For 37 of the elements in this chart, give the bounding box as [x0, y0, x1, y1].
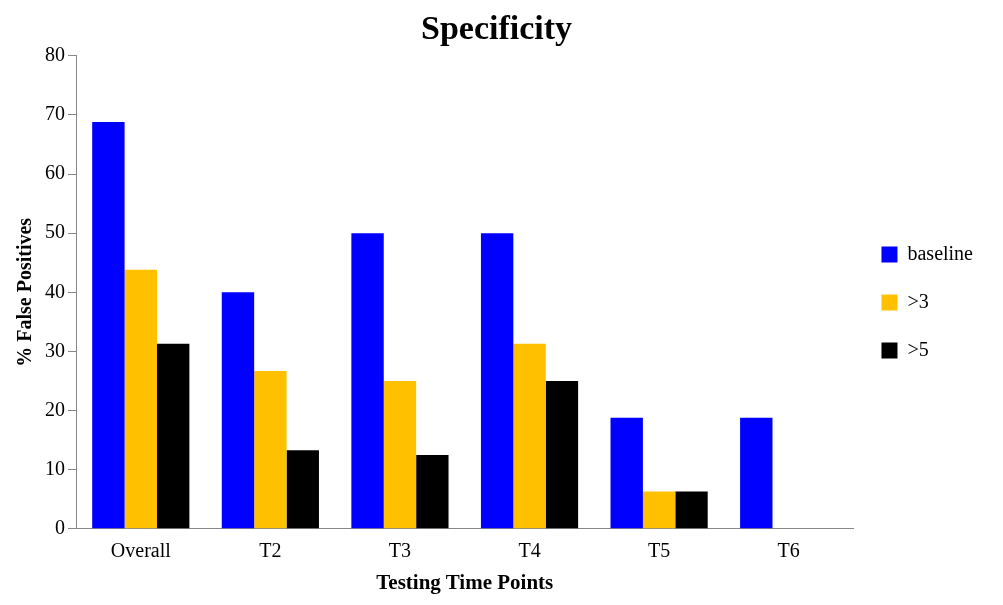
y-axis-title: % False Positives: [13, 217, 36, 367]
bar: [675, 491, 708, 529]
y-tick-label: 10: [45, 456, 65, 479]
bar: [254, 370, 287, 529]
y-tick-label: 70: [45, 102, 65, 125]
bar: [351, 233, 384, 529]
x-tick-label: Overall: [110, 539, 172, 562]
bar: [124, 269, 157, 529]
y-tick-label: 30: [45, 338, 65, 361]
bar: [156, 343, 190, 529]
y-tick-label: 40: [45, 279, 65, 302]
x-tick-label: T6: [777, 539, 800, 562]
legend-label: >5: [907, 337, 929, 360]
bar: [416, 454, 449, 529]
legend-label: >3: [907, 289, 929, 312]
chart-title: Specificity: [420, 9, 573, 47]
y-tick-label: 20: [45, 397, 65, 420]
legend-label: baseline: [907, 241, 974, 264]
bar: [221, 292, 255, 529]
bar: [480, 233, 514, 529]
bar: [383, 380, 417, 529]
bar: [513, 343, 546, 529]
x-tick-label: T3: [388, 539, 412, 562]
y-tick-label: 0: [55, 516, 65, 539]
x-tick-label: T4: [518, 539, 541, 562]
x-tick-label: T2: [259, 539, 282, 562]
x-tick-label: T5: [648, 539, 671, 562]
y-tick-label: 60: [45, 161, 65, 184]
bar: [545, 380, 579, 529]
bar: [92, 122, 125, 529]
bar: [740, 417, 773, 529]
y-tick-label: 80: [45, 43, 65, 66]
y-tick-label: 50: [45, 220, 65, 243]
x-axis-title: Testing Time Points: [376, 569, 554, 594]
bar: [642, 491, 676, 529]
bar: [610, 417, 643, 529]
bar: [286, 450, 319, 529]
